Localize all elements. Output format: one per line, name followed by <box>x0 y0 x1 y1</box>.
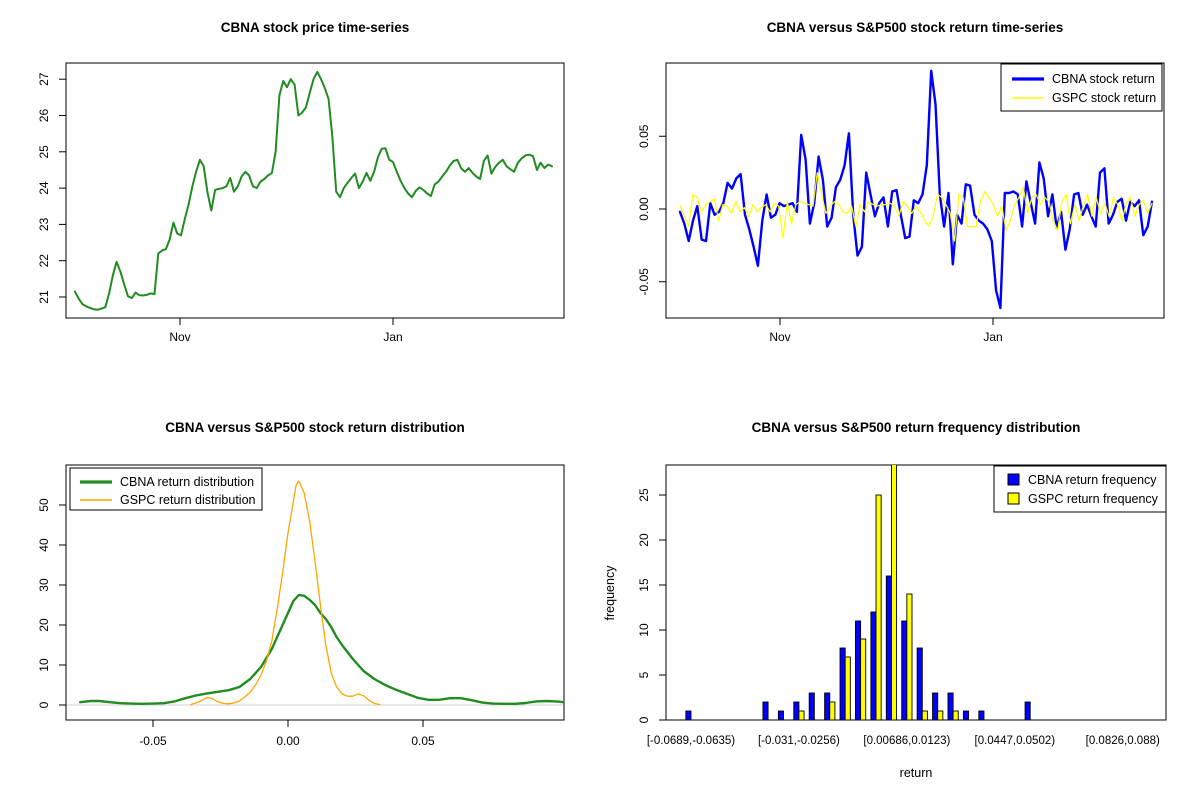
frequency-chart-title: CBNA versus S&P500 return frequency dist… <box>752 420 1081 435</box>
svg-text:10: 10 <box>637 623 651 637</box>
svg-text:23: 23 <box>37 217 51 231</box>
legend-swatch-cbna <box>1007 473 1020 486</box>
svg-text:[-0.031,-0.0256): [-0.031,-0.0256) <box>758 735 840 747</box>
panel-return-timeseries: CBNA versus S&P500 stock return time-ser… <box>637 20 1165 344</box>
svg-text:22: 22 <box>37 254 51 268</box>
legend-label-cbna: CBNA return frequency <box>1028 473 1157 487</box>
return-plot-area: -0.05 0.00 0.05 Nov Jan <box>637 62 1165 344</box>
svg-text:30: 30 <box>37 578 51 592</box>
svg-text:0.00: 0.00 <box>276 734 300 748</box>
svg-text:0.05: 0.05 <box>411 734 435 748</box>
frequency-plot-area: 0 5 10 15 20 25 [-0.0689,-0.0635) [-0.031,-0.02… <box>637 464 1167 747</box>
svg-text:[0.00686,0.0123): [0.00686,0.0123) <box>863 735 950 747</box>
svg-text:Nov: Nov <box>169 330 190 344</box>
panel-price-timeseries: CBNA stock price time-series 21222324252… <box>37 20 565 344</box>
svg-text:-0.05: -0.05 <box>637 268 651 296</box>
svg-text:0: 0 <box>637 716 651 723</box>
svg-text:Jan: Jan <box>983 330 1002 344</box>
svg-text:26: 26 <box>37 109 51 123</box>
price-plot-area: 21 22 23 24 25 26 27 Nov Jan <box>37 62 565 344</box>
legend-label-gspc: GSPC return frequency <box>1028 492 1159 506</box>
svg-text:[0.0826,0.088): [0.0826,0.088) <box>1086 735 1160 747</box>
frequency-legend: CBNA return frequency GSPC return freque… <box>993 465 1167 513</box>
distribution-chart-title: CBNA versus S&P500 stock return distribu… <box>165 420 465 435</box>
price-chart-title: CBNA stock price time-series <box>221 20 410 35</box>
svg-text:25: 25 <box>637 488 651 502</box>
distribution-plot-area: 0 10 20 30 40 50 -0.05 0.00 0.05 <box>37 464 565 748</box>
svg-text:Jan: Jan <box>383 330 402 344</box>
svg-text:Nov: Nov <box>769 330 790 344</box>
legend-label-gspc: GSPC stock return <box>1052 91 1156 105</box>
svg-text:15: 15 <box>637 578 651 592</box>
svg-text:27: 27 <box>37 72 51 86</box>
svg-text:-0.05: -0.05 <box>139 734 167 748</box>
svg-text:24: 24 <box>37 181 51 195</box>
frequency-x-axis-label: return <box>900 766 933 780</box>
svg-text:0.05: 0.05 <box>637 124 651 148</box>
svg-text:40: 40 <box>37 538 51 552</box>
return-legend: CBNA stock return GSPC stock return <box>1000 63 1163 112</box>
svg-text:[0.0447,0.0502): [0.0447,0.0502) <box>975 735 1056 747</box>
legend-box <box>993 465 1167 513</box>
legend-label-cbna: CBNA return distribution <box>120 475 254 489</box>
legend-box <box>1000 63 1163 112</box>
svg-text:0: 0 <box>37 701 51 708</box>
legend-swatch-gspc <box>1007 492 1020 505</box>
return-chart-title: CBNA versus S&P500 stock return time-ser… <box>767 20 1064 35</box>
svg-text:[-0.0689,-0.0635): [-0.0689,-0.0635) <box>647 735 735 747</box>
svg-text:20: 20 <box>637 533 651 547</box>
legend-box <box>69 467 263 511</box>
svg-text:10: 10 <box>37 658 51 672</box>
svg-text:50: 50 <box>37 498 51 512</box>
svg-text:5: 5 <box>637 671 651 678</box>
panel-return-distribution: CBNA versus S&P500 stock return distribu… <box>37 420 565 748</box>
frequency-y-axis-label: frequency <box>603 565 617 621</box>
panel-return-frequency: CBNA versus S&P500 return frequency dist… <box>603 420 1167 780</box>
svg-text:21: 21 <box>37 290 51 304</box>
legend-label-gspc: GSPC return distribution <box>120 493 256 507</box>
svg-text:20: 20 <box>37 618 51 632</box>
svg-text:25: 25 <box>37 145 51 159</box>
legend-label-cbna: CBNA stock return <box>1052 72 1155 86</box>
distribution-legend: CBNA return distribution GSPC return dis… <box>69 467 263 511</box>
svg-text:0.00: 0.00 <box>637 197 651 221</box>
